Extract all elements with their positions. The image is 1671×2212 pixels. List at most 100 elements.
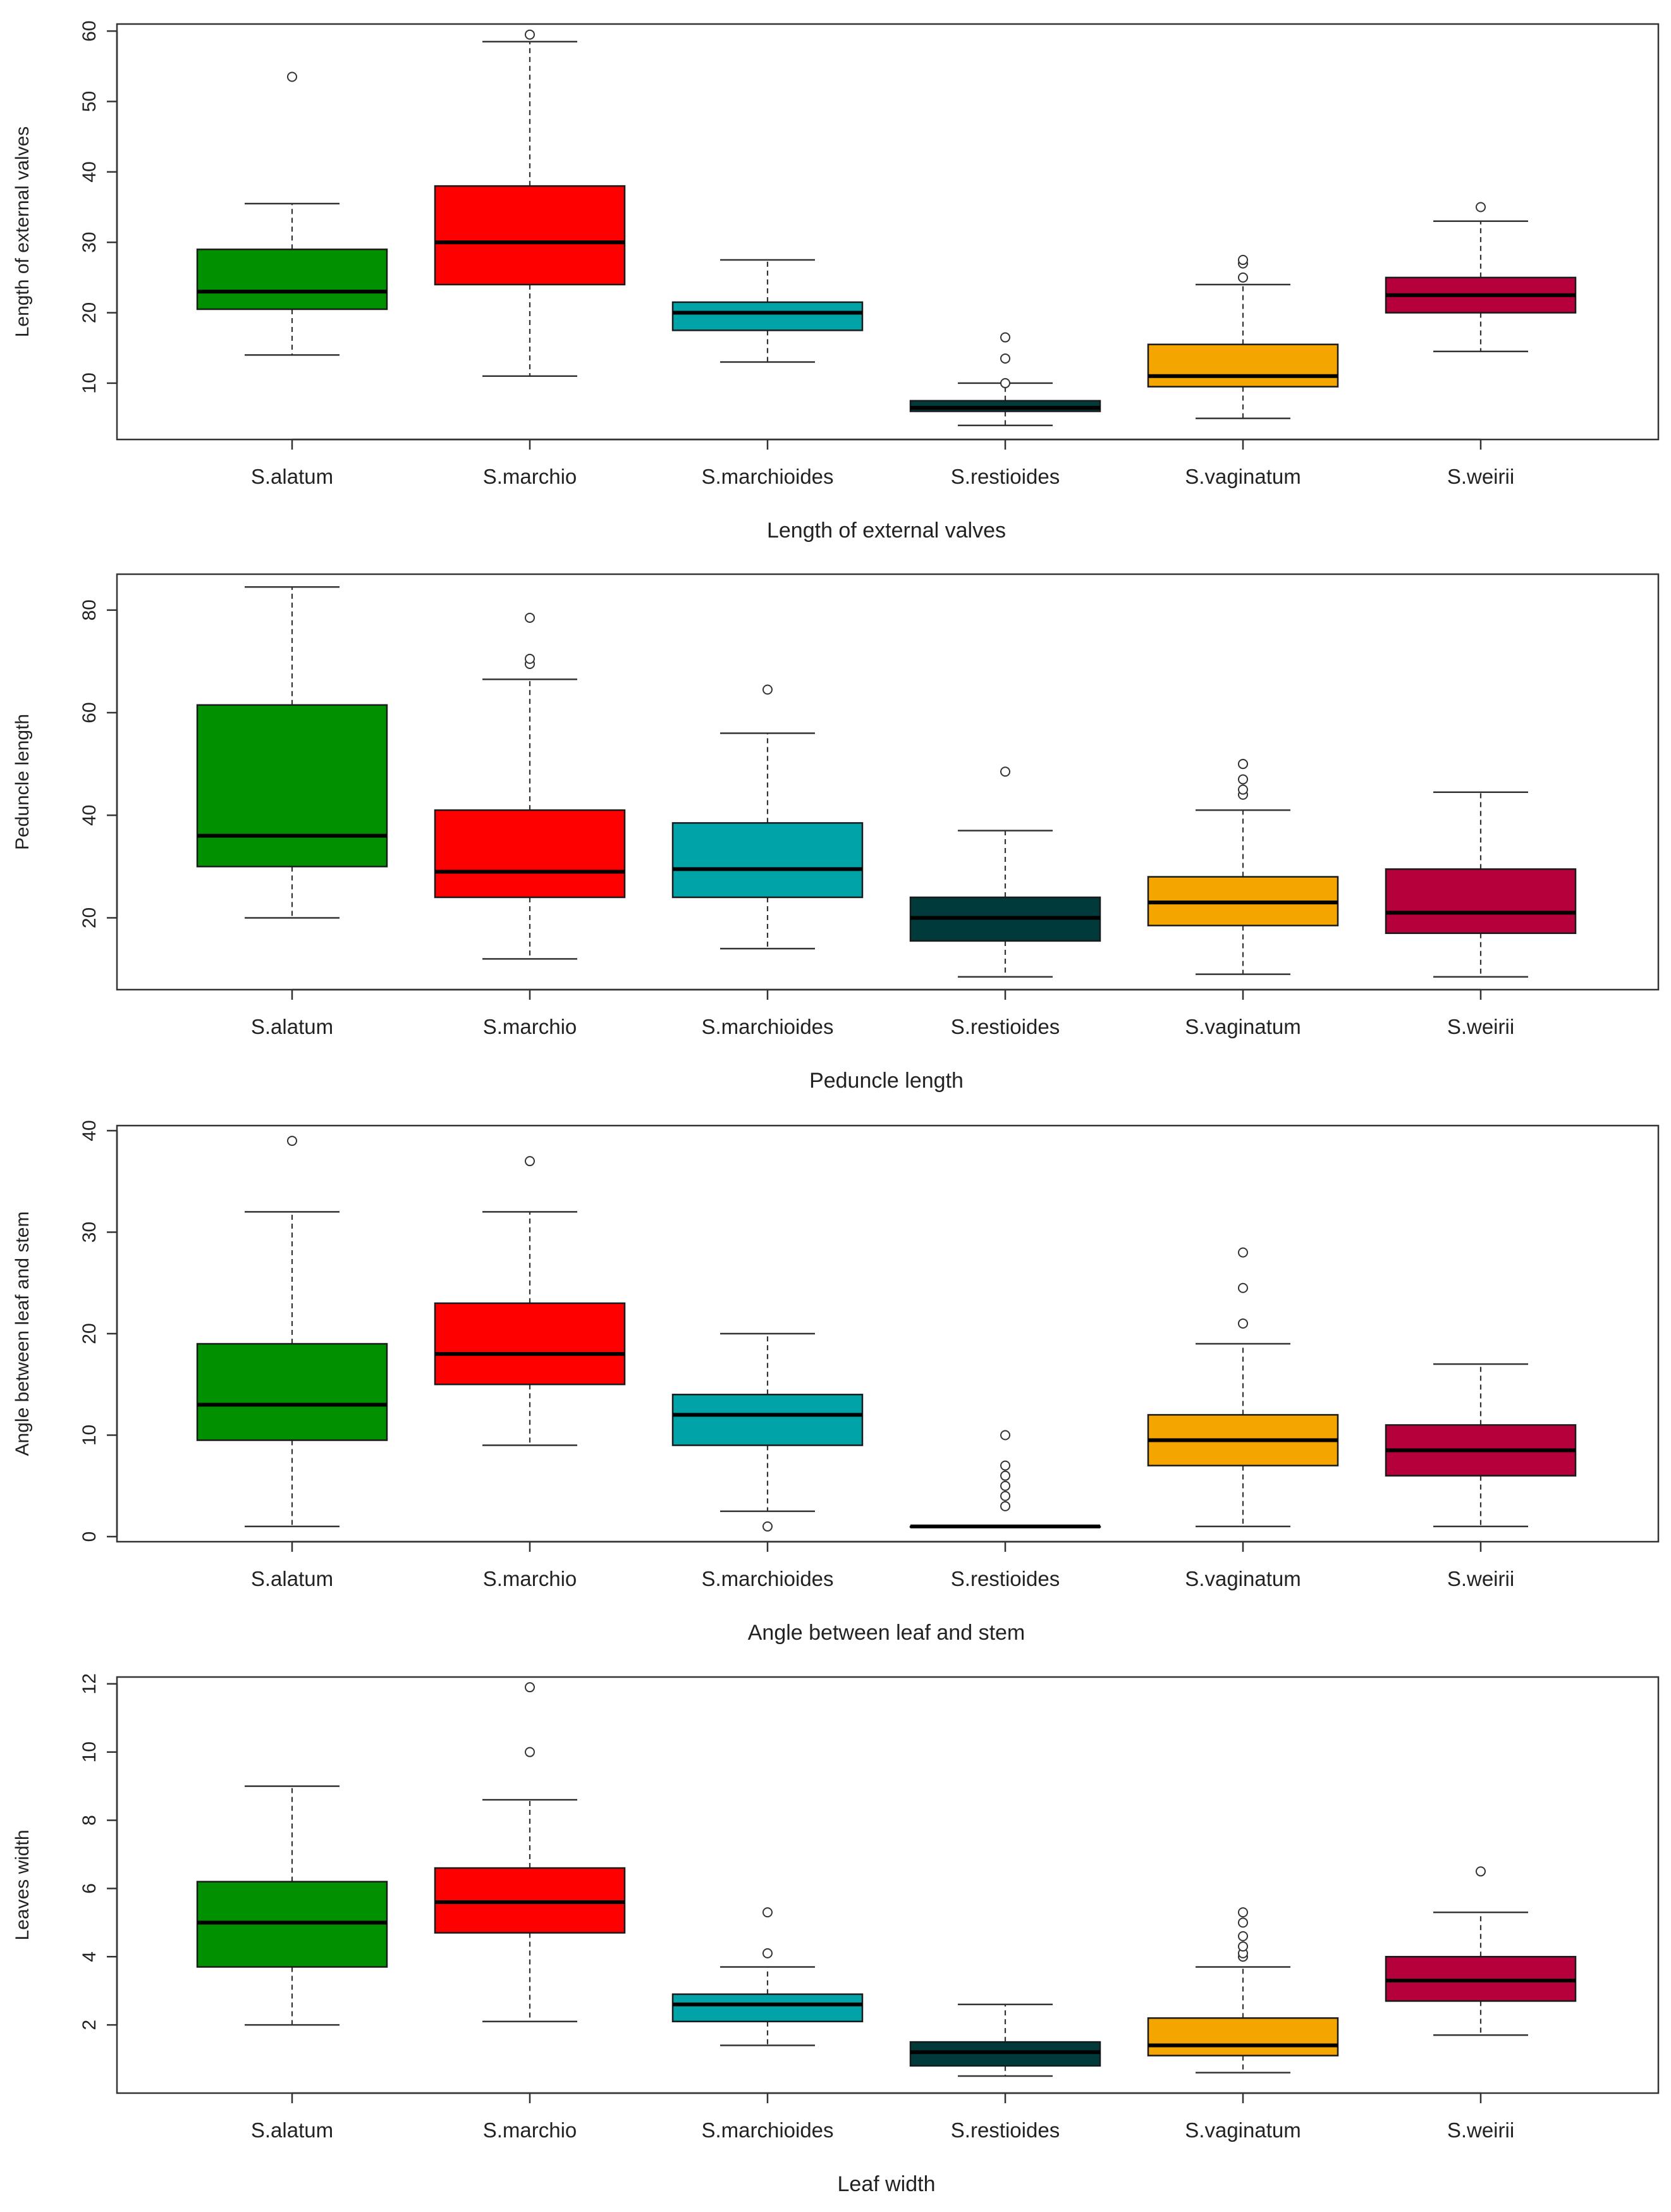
iqr-box [434, 1302, 626, 1386]
box-group-s-weirii [1385, 1866, 1577, 2036]
plot-frame [116, 23, 1660, 441]
outlier-point [1238, 1247, 1248, 1258]
y-tick-label: 10 [79, 1742, 100, 1762]
iqr-box [671, 1993, 864, 2022]
outlier-point [1000, 1490, 1010, 1501]
y-tick-label: 40 [79, 805, 100, 826]
category-label: S.marchio [483, 465, 577, 488]
box-group-s-alatum [196, 586, 388, 919]
outlier-point [1000, 1470, 1010, 1481]
x-axis-title: Peduncle length [809, 1069, 964, 1093]
y-tick-label: 20 [79, 302, 100, 323]
outlier-point [762, 1948, 773, 1958]
y-tick-label: 30 [79, 1222, 100, 1243]
outlier-point [525, 653, 535, 664]
outlier-point [1476, 1866, 1486, 1877]
y-tick-label: 8 [79, 1815, 100, 1826]
iqr-box [1147, 2017, 1339, 2056]
y-tick-label: 20 [79, 907, 100, 928]
outlier-point [762, 684, 773, 695]
category-label: S.restioides [951, 465, 1060, 488]
outlier-point [1238, 759, 1248, 770]
outlier-point [1000, 353, 1010, 364]
y-tick-label: 60 [79, 20, 100, 41]
box-group-s-marchio [434, 1156, 626, 1446]
y-tick-label: 6 [79, 1883, 100, 1894]
box-group-s-restioides [909, 766, 1101, 978]
category-label: S.weirii [1447, 1015, 1514, 1038]
outlier-point [1238, 1318, 1248, 1329]
category-label: S.marchioides [701, 2118, 833, 2142]
category-label: S.alatum [251, 2118, 333, 2142]
outlier-point [1238, 1941, 1248, 1952]
box-group-s-restioides [909, 332, 1101, 426]
chart-panel-2: 20 40 60 80 Peduncle length S.alatum S.marchio… [12, 573, 1660, 1093]
box-group-s-marchio [434, 29, 626, 378]
category-label: S.marchio [483, 1015, 577, 1038]
x-axis-title: Angle between leaf and stem [748, 1621, 1025, 1645]
category-label: S.marchioides [701, 1015, 833, 1038]
outlier-point [287, 1136, 297, 1146]
outlier-point [525, 1156, 535, 1167]
outlier-point [1238, 1917, 1248, 1928]
category-label: S.alatum [251, 1015, 333, 1038]
outlier-point [1000, 1460, 1010, 1471]
plot-frame [116, 1124, 1660, 1543]
category-label: S.weirii [1447, 1567, 1514, 1590]
box-group-s-marchio [434, 1682, 626, 2022]
y-axis-title: Length of external valves [12, 126, 33, 338]
category-label: S.restioides [951, 1015, 1060, 1038]
category-label: S.restioides [951, 1567, 1060, 1590]
outlier-point [1476, 202, 1486, 212]
y-axis-title: Leaves width [12, 1829, 33, 1940]
outlier-point [762, 1907, 773, 1918]
y-tick-label: 30 [79, 232, 100, 253]
outlier-point [1238, 1931, 1248, 1941]
outlier-point [1238, 1907, 1248, 1918]
y-axis-title: Peduncle length [12, 714, 33, 850]
y-tick-label: 60 [79, 702, 100, 723]
outlier-point [1238, 774, 1248, 785]
iqr-box [1385, 868, 1577, 935]
iqr-box [196, 1343, 388, 1441]
iqr-box [1147, 343, 1339, 388]
outlier-point [1000, 1480, 1010, 1491]
box-group-s-marchioides [671, 1907, 864, 2046]
outlier-point [1238, 784, 1248, 795]
x-axis-title: Leaf width [838, 2172, 936, 2196]
iqr-box [434, 809, 626, 899]
x-axis-title: Length of external valves [767, 519, 1006, 543]
iqr-box [671, 822, 864, 899]
y-tick-label: 50 [79, 91, 100, 112]
outlier-point [525, 29, 535, 40]
outlier-point [1238, 272, 1248, 283]
chart-panel-3: 0 10 20 30 40 Angle between leaf and stem S.al… [12, 1120, 1660, 1645]
category-label: S.marchio [483, 1567, 577, 1590]
box-group-s-vaginatum [1147, 1907, 1339, 2074]
y-axis-title: Angle between leaf and stem [12, 1212, 33, 1456]
outlier-point [525, 1747, 535, 1757]
outlier-point [1000, 1501, 1010, 1511]
category-label: S.vaginatum [1185, 1567, 1301, 1590]
box-group-s-marchioides [671, 684, 864, 950]
y-tick-label: 40 [79, 1120, 100, 1141]
iqr-box [671, 301, 864, 331]
y-tick-label: 2 [79, 2020, 100, 2031]
category-label: S.vaginatum [1185, 1015, 1301, 1038]
box-group-s-alatum [196, 71, 388, 356]
category-label: S.weirii [1447, 465, 1514, 488]
iqr-box [434, 185, 626, 286]
iqr-box [196, 704, 388, 868]
iqr-box [671, 1394, 864, 1446]
y-tick-label: 0 [79, 1532, 100, 1542]
outlier-point [525, 1682, 535, 1693]
category-label: S.marchio [483, 2118, 577, 2142]
category-label: S.weirii [1447, 2118, 1514, 2142]
y-tick-label: 20 [79, 1323, 100, 1344]
y-tick-label: 40 [79, 161, 100, 182]
iqr-box [196, 249, 388, 310]
box-group-s-vaginatum [1147, 759, 1339, 975]
y-tick-label: 12 [79, 1673, 100, 1694]
outlier-point [1000, 332, 1010, 343]
